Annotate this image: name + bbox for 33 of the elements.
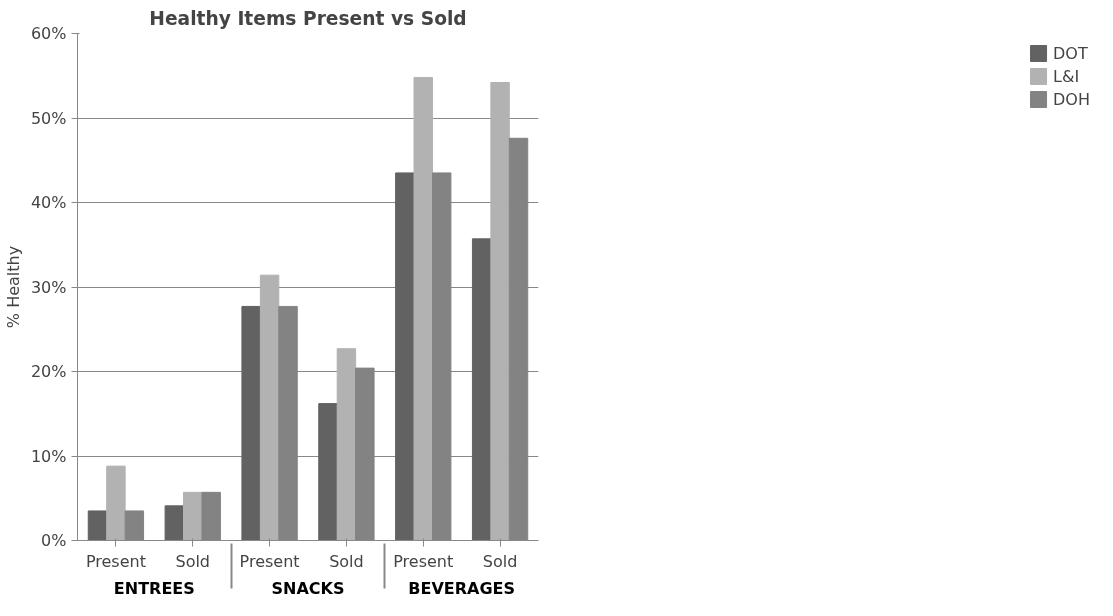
x-tick-label: Sold bbox=[482, 551, 518, 571]
text: BEVERAGES bbox=[408, 578, 516, 598]
x-tick-label: Present bbox=[239, 551, 300, 571]
y-tick-label: 60% bbox=[30, 24, 67, 43]
x-tick-label: Sold bbox=[329, 551, 364, 571]
y-tick-label: 50% bbox=[30, 108, 67, 128]
legend-label: L&I bbox=[1053, 66, 1080, 86]
bar bbox=[336, 348, 357, 541]
bar bbox=[164, 505, 185, 541]
x-tick-label: Present bbox=[85, 551, 146, 571]
y-axis-title: % Healthy bbox=[3, 245, 23, 329]
y-tick-label: 10% bbox=[30, 446, 67, 466]
legend-label: DOT bbox=[1053, 43, 1088, 63]
bar bbox=[183, 491, 203, 541]
bar bbox=[471, 238, 492, 541]
x-tick-label: Sold bbox=[175, 551, 211, 571]
bar bbox=[490, 82, 510, 541]
bar bbox=[318, 403, 338, 541]
y-tick-label: 0% bbox=[41, 531, 67, 550]
text: SNACKS bbox=[271, 578, 345, 598]
legend-label: DOH bbox=[1053, 89, 1090, 109]
bar bbox=[259, 274, 280, 541]
bar bbox=[413, 76, 433, 541]
chart-title: Healthy Items Present vs Sold bbox=[149, 7, 467, 29]
bar bbox=[106, 465, 126, 541]
y-tick-label: 40% bbox=[30, 193, 67, 212]
y-tick-label: 30% bbox=[30, 277, 67, 297]
bar bbox=[87, 510, 108, 541]
x-tick-label: Present bbox=[393, 551, 454, 571]
bar bbox=[395, 172, 415, 541]
y-tick-label: 20% bbox=[30, 362, 67, 381]
bar bbox=[241, 305, 261, 541]
text: ENTREES bbox=[113, 578, 195, 598]
